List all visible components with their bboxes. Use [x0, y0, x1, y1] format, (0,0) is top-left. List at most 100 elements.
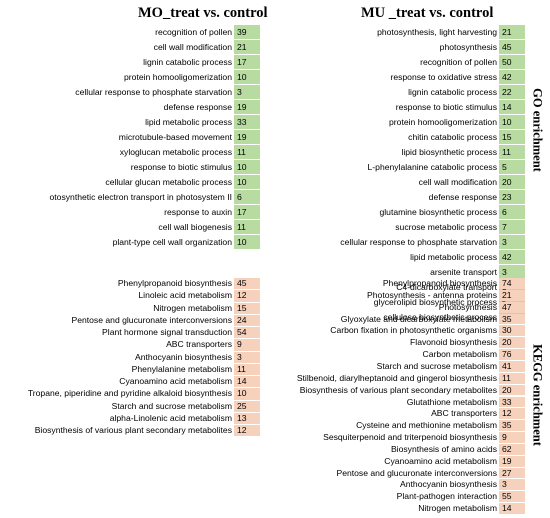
mu-go-term-label: glycerolipid biosynthetic process [373, 297, 497, 307]
mu-kegg-term-label: Carbon metabolism [422, 349, 497, 360]
mo-go-count-cell: 11 [234, 220, 260, 234]
mo-go-term-label: defense response [163, 102, 232, 112]
mo-go-count-cell: 19 [234, 130, 260, 144]
mu-go-term-label: lipid metabolic process [410, 252, 497, 262]
mu-kegg-count-cell: 30 [499, 325, 525, 337]
go-enrichment-text: GO enrichment [530, 88, 545, 172]
mu-go-count-cell: 23 [499, 190, 525, 204]
mu-kegg-count-cell: 47 [499, 301, 525, 313]
mo-kegg-count-cell: 9 [234, 339, 260, 351]
mo-go-term-label: cellular glucan metabolic process [105, 177, 232, 187]
mo-go-count-cell: 10 [234, 160, 260, 174]
mu-kegg-term-label: Pentose and glucuronate interconversions [336, 467, 497, 478]
mo-kegg-term-label: alpha-Linolenic acid metabolism [109, 412, 232, 423]
mu-kegg-count-cell: 41 [499, 360, 525, 372]
mo-kegg-count-cell: 10 [234, 388, 260, 400]
mu-go-term-label: sucrose metabolic process [395, 222, 497, 232]
mu-go-count-cell: 10 [499, 115, 525, 129]
mo-go-count-cell: 10 [234, 70, 260, 84]
mu-go-term-label: photosynthesis [439, 42, 497, 52]
mo-kegg-count-cell: 3 [234, 351, 260, 363]
mo-go-count-cell: 10 [234, 175, 260, 189]
mu-kegg-term-label: Stilbenoid, diarylheptanoid and gingerol… [296, 372, 497, 383]
mu-go-term-label: L-phenylalanine catabolic process [367, 162, 497, 172]
mo-kegg-count-cell: 11 [234, 363, 260, 375]
mu-kegg-count-cell: 20 [499, 337, 525, 349]
mo-go-term-label: cell wall biogenesis [158, 222, 232, 232]
mo-go-term-label: microtubule-based movement [118, 132, 232, 142]
mo-go-count-cell: 6 [234, 190, 260, 204]
mo-go-count-cell: 21 [234, 40, 260, 54]
kegg-enrichment-text: KEGG enrichment [530, 344, 545, 446]
mu-kegg-count-cell: 27 [499, 467, 525, 479]
mu-kegg-term-label: Cyanoamino acid metabolism [384, 455, 497, 466]
mo-go-count-cell: 10 [234, 235, 260, 249]
mu-go-count-cell: 20 [499, 175, 525, 189]
mo-kegg-term-label: Plant hormone signal transduction [102, 327, 232, 337]
mu-go-term-label: response to biotic stimulus [395, 102, 497, 112]
mu-go-term-label: cellulose biosynthetic process [383, 312, 497, 322]
mo-go-term-label: otosynthetic electron transport in photo… [49, 192, 232, 202]
mo-go-term-label: response to auxin [164, 207, 232, 217]
mu-go-count-cell: 14 [499, 100, 525, 114]
mu-go-term-label: cell wall modification [418, 177, 497, 187]
mo-kegg-count-cell: 45 [234, 278, 260, 290]
mu-kegg-count-cell: 20 [499, 384, 525, 396]
mo-kegg-term-label: Linoleic acid metabolism [138, 290, 232, 301]
mu-kegg-count-cell: 33 [499, 396, 525, 408]
mo-kegg-term-label: Phenylpropanoid biosynthesis [117, 278, 232, 288]
mu-kegg-count-cell: 12 [499, 408, 525, 420]
mo-go-term-label: protein homooligomerization [124, 72, 232, 82]
mu-go-term-label: photosynthesis, light harvesting [377, 27, 497, 37]
mu-go-count-cell: 5 [499, 160, 525, 174]
mo-go-count-cell: 17 [234, 205, 260, 219]
mu-kegg-term-label: Glyoxylate and dicarboxylate metabolism [340, 313, 497, 324]
mo-go-count-cell: 17 [234, 55, 260, 69]
mo-kegg-count-cell: 12 [234, 290, 260, 302]
mo-kegg-term-label: Tropane, piperidine and pyridine alkaloi… [27, 388, 232, 399]
mu-kegg-term-label: Starch and sucrose metabolism [376, 360, 497, 371]
mu-kegg-count-cell: 35 [499, 420, 525, 432]
mo-kegg-count-cell: 54 [234, 327, 260, 339]
mu-go-count-cell: 45 [499, 40, 525, 54]
mu-go-count-cell: 42 [499, 250, 525, 264]
mu-kegg-term-label: Phenylpropanoid biosynthesis [382, 278, 497, 288]
mu-go-count-cell: 11 [499, 145, 525, 159]
mu-kegg-count-cell: 62 [499, 443, 525, 455]
mu-kegg-term-label: Anthocyanin biosynthesis [400, 479, 497, 490]
mo-go-term-label: xyloglucan metabolic process [119, 147, 232, 157]
mu-go-term-label: protein homooligomerization [389, 117, 497, 127]
mo-kegg-term-label: ABC transporters [166, 339, 232, 350]
mu-go-term-label: defense response [428, 192, 497, 202]
mo-kegg-term-label: Cyanoamino acid metabolism [119, 376, 232, 386]
mu-go-term-label: chitin catabolic process [408, 132, 497, 142]
mu-go-count-cell: 50 [499, 55, 525, 69]
mu-kegg-count-cell: 35 [499, 313, 525, 325]
mu-go-count-cell: 22 [499, 85, 525, 99]
mu-go-term-label: response to oxidative stress [390, 72, 497, 82]
mo-kegg-term-label: Anthocyanin biosynthesis [135, 351, 232, 362]
mu-kegg-term-label: Biosynthesis of various plant secondary … [299, 384, 497, 395]
mo-kegg-term-label: Phenylalanine metabolism [131, 363, 232, 374]
mu-go-count-cell: 3 [499, 265, 525, 279]
mu-kegg-term-label: Sesquiterpenoid and triterpenoid biosynt… [323, 432, 497, 443]
mu-go-term-label: lipid biosynthetic process [401, 147, 497, 157]
mo-go-count-cell: 33 [234, 115, 260, 129]
mu-kegg-count-cell: 9 [499, 432, 525, 443]
mo-go-count-cell: 19 [234, 100, 260, 114]
mo-go-term-label: lignin catabolic process [143, 57, 232, 67]
mo-go-term-label: lipid metabolic process [145, 117, 232, 127]
mu-kegg-term-label: Photosynthesis [438, 301, 497, 312]
mo-go-count-cell: 11 [234, 145, 260, 159]
mo-kegg-term-label: Biosynthesis of various plant secondary … [34, 425, 232, 435]
mu-go-count-cell: 42 [499, 70, 525, 84]
mu-kegg-term-label: Nitrogen metabolism [418, 503, 497, 514]
kegg-enrichment-label: KEGG enrichment [529, 330, 545, 460]
mo-kegg-count-cell: 12 [234, 425, 260, 437]
mo-go-count-cell: 39 [234, 25, 260, 39]
mu-go-count-cell: 7 [499, 220, 525, 234]
mu-go-count-cell: 3 [499, 235, 525, 249]
mu-kegg-term-label: Biosynthesis of amino acids [390, 443, 497, 454]
mo-go-count-cell: 3 [234, 85, 260, 99]
